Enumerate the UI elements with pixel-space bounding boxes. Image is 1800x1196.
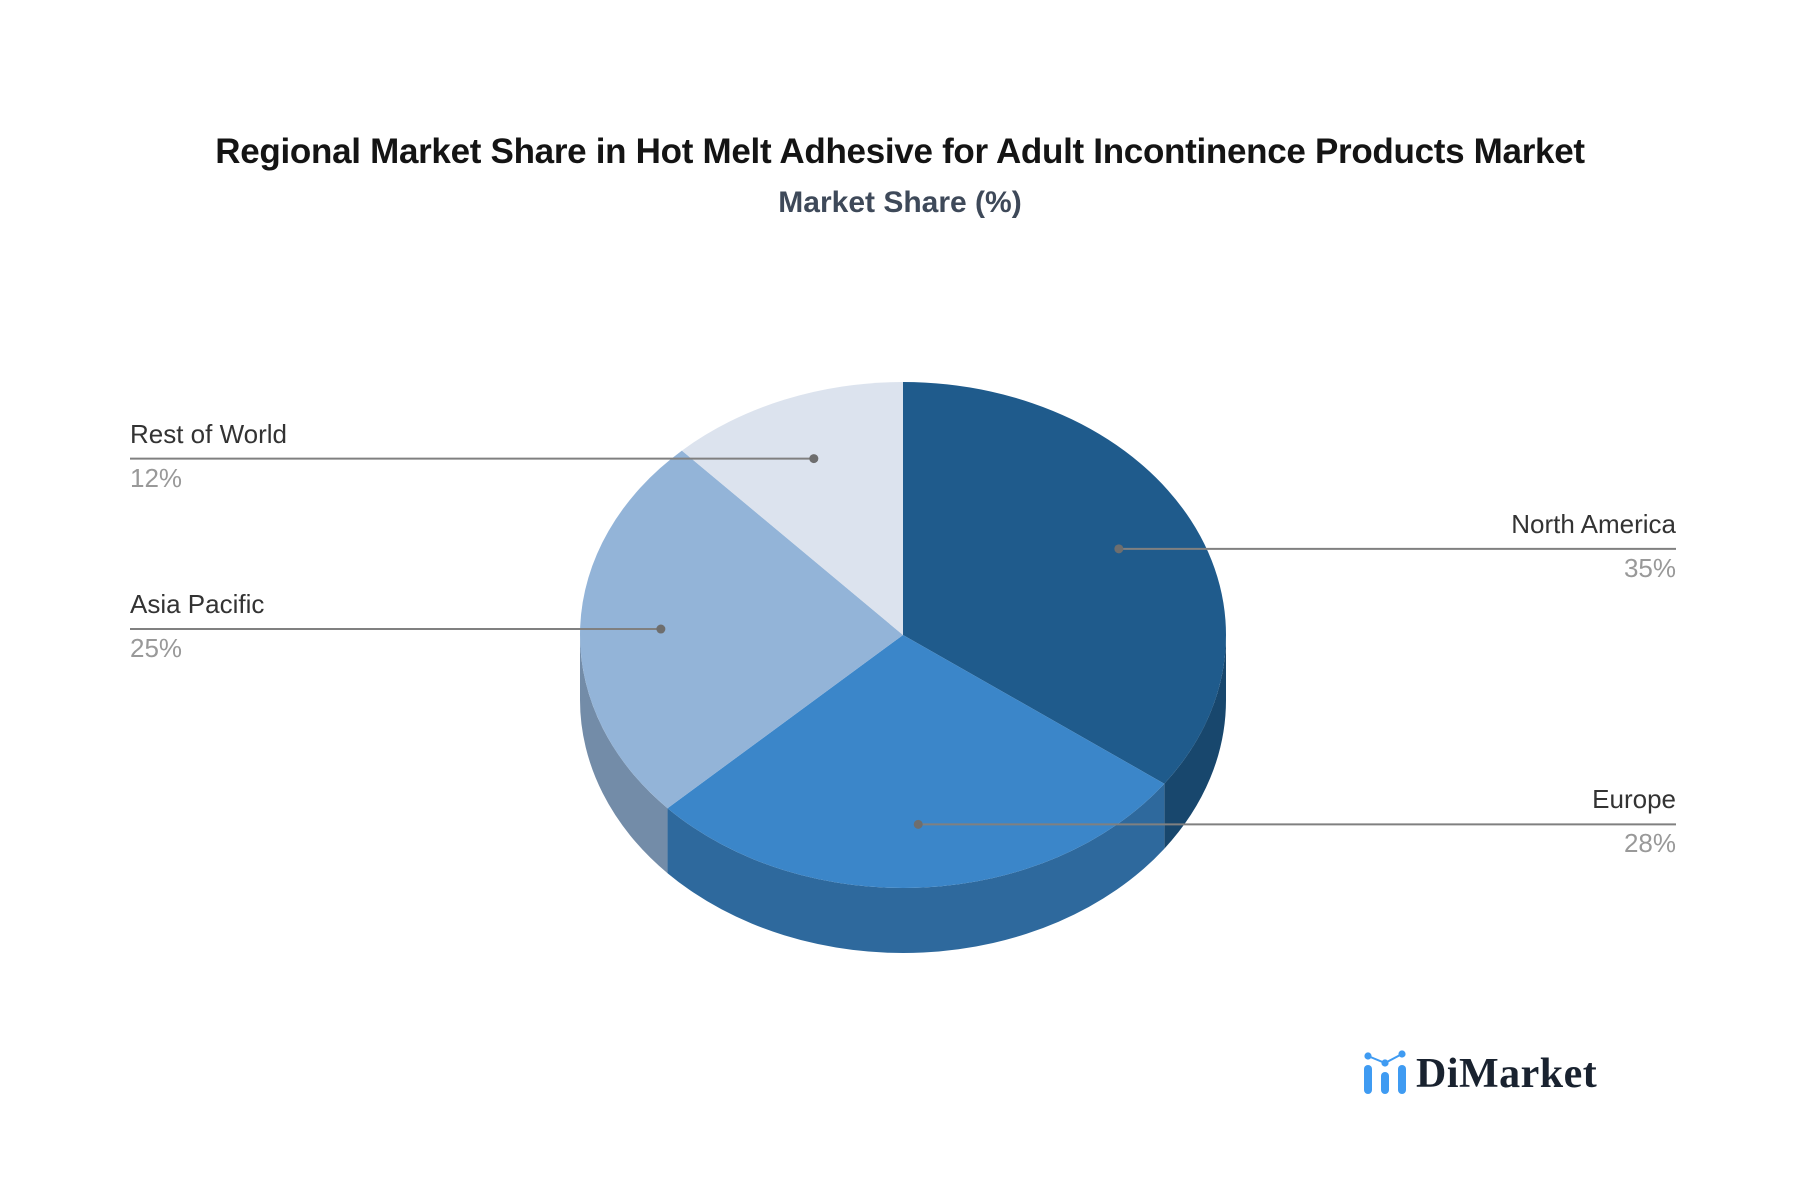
leader-dot	[809, 454, 819, 464]
pie-slice-asia-pacific[interactable]	[579, 450, 903, 809]
slice-label: Rest of World	[130, 418, 288, 449]
slice-percentage: 25%	[130, 633, 183, 664]
slice-label: North America	[1511, 508, 1676, 539]
logo-bars	[1364, 1065, 1406, 1094]
leader-dot	[913, 819, 923, 829]
slice-percentage: 12%	[130, 462, 183, 493]
slice-percentage: 28%	[1623, 828, 1676, 859]
logo-text: DiMarket	[1416, 1051, 1598, 1097]
pie-slice-side-europe	[667, 783, 1165, 953]
logo-icon	[1364, 1050, 1406, 1094]
logo-trend-dots	[1364, 1050, 1406, 1067]
leader-dot	[1114, 544, 1124, 554]
brand-logo: DiMarket	[1362, 1048, 1692, 1108]
pie-slice-side-asia-pacific	[580, 635, 668, 874]
slice-percentage: 35%	[1623, 552, 1676, 583]
pie-slice-side-north-america	[1164, 635, 1226, 849]
pie-slice-rest-of-world[interactable]	[681, 382, 903, 635]
slice-label: Europe	[1592, 784, 1676, 815]
chart-title: Regional Market Share in Hot Melt Adhesi…	[215, 132, 1585, 171]
chart-subtitle: Market Share (%)	[778, 186, 1022, 219]
leader-dot	[656, 624, 666, 634]
pie-slice-north-america[interactable]	[903, 382, 1226, 784]
slice-label: Asia Pacific	[130, 589, 265, 620]
